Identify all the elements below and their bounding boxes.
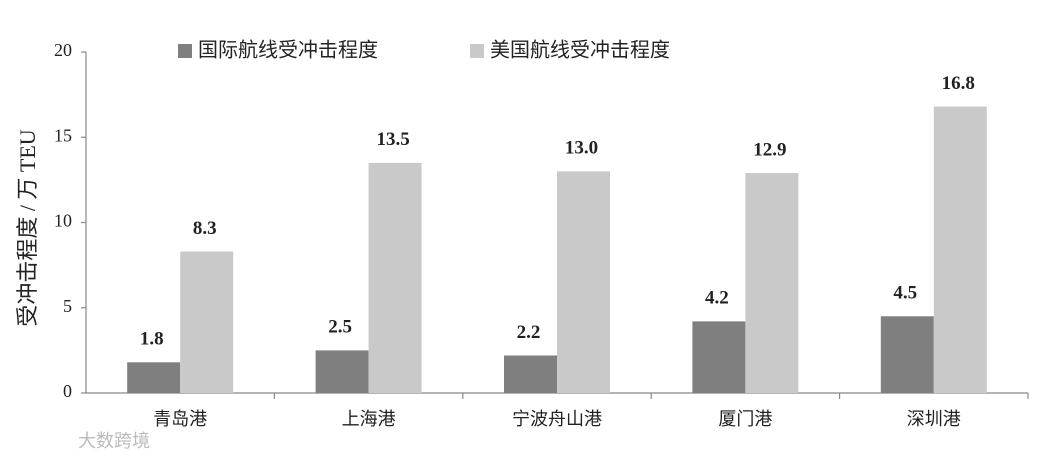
value-label: 4.5 [893, 283, 917, 304]
x-tick-label: 宁波舟山港 [512, 409, 602, 429]
value-label: 13.0 [565, 138, 598, 159]
value-label: 4.2 [705, 288, 729, 309]
y-tick-label: 20 [54, 40, 72, 60]
y-tick-label: 15 [54, 125, 72, 145]
bar [933, 106, 987, 393]
bar [180, 251, 234, 393]
watermark: 大数跨境 [78, 431, 150, 452]
y-axis-label: 受冲击程度 / 万 TEU [15, 129, 40, 326]
value-label: 13.5 [376, 129, 409, 150]
x-tick-label: 上海港 [342, 409, 396, 429]
legend-label: 美国航线受冲击程度 [490, 39, 670, 62]
y-tick-label: 0 [63, 381, 72, 401]
bar [127, 362, 181, 393]
bar [880, 316, 934, 393]
value-label: 12.9 [753, 139, 786, 160]
legend-swatch [178, 44, 192, 58]
bar [692, 321, 746, 393]
bar [504, 355, 557, 393]
value-label: 1.8 [140, 329, 164, 350]
legend-swatch [470, 44, 484, 58]
value-label: 2.5 [328, 317, 352, 338]
y-tick-label: 10 [54, 211, 72, 231]
bar [368, 162, 422, 393]
bar [557, 171, 610, 393]
value-label: 8.3 [193, 218, 217, 239]
bar [315, 350, 369, 393]
y-tick-label: 5 [63, 296, 72, 316]
bar [745, 173, 799, 393]
x-tick-label: 深圳港 [907, 409, 961, 429]
legend-label: 国际航线受冲击程度 [198, 39, 378, 62]
value-label: 16.8 [942, 73, 975, 94]
x-tick-label: 厦门港 [718, 409, 772, 429]
x-tick-label: 青岛港 [153, 409, 207, 429]
value-label: 2.2 [517, 322, 541, 343]
